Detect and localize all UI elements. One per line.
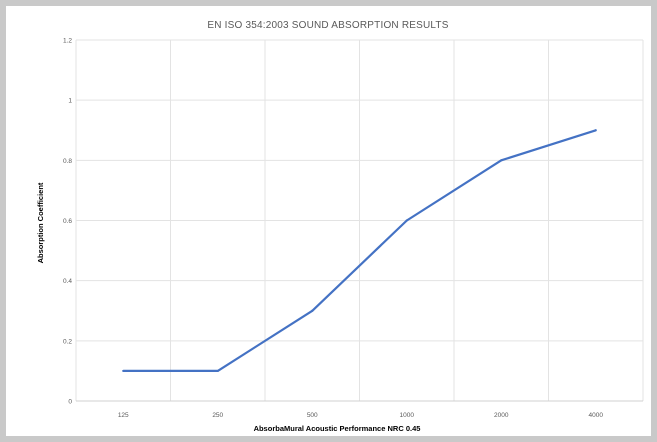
data-point [405, 219, 408, 222]
y-tick-label: 0.2 [63, 338, 72, 345]
y-tick-label: 1 [68, 98, 72, 105]
x-tick-label: 125 [118, 412, 129, 419]
x-tick-label: 2000 [494, 412, 509, 419]
y-tick-label: 0.6 [63, 218, 72, 225]
gridlines [75, 39, 644, 402]
chart-frame: EN ISO 354:2003 SOUND ABSORPTION RESULTS… [6, 6, 651, 436]
data-point [594, 129, 597, 132]
data-point [500, 159, 503, 162]
series-group [122, 129, 597, 373]
x-tick-labels: 125 250 500 1000 2000 4000 [118, 412, 604, 419]
x-tick-label: 250 [212, 412, 223, 419]
y-tick-labels: 0 0.2 0.4 0.6 0.8 1 1.2 [63, 38, 72, 406]
data-point [311, 309, 314, 312]
series-line [123, 129, 597, 372]
y-axis-label: Absorption Coefficient [36, 182, 45, 263]
data-point [216, 369, 219, 373]
line-chart: EN ISO 354:2003 SOUND ABSORPTION RESULTS… [36, 20, 644, 433]
y-tick-label: 0 [68, 399, 72, 406]
x-tick-label: 500 [307, 412, 318, 419]
y-tick-label: 1.2 [63, 38, 72, 45]
y-tick-label: 0.4 [63, 278, 72, 285]
data-point [122, 369, 125, 373]
x-axis-label: AbsorbaMural Acoustic Performance NRC 0.… [254, 424, 421, 433]
x-tick-label: 1000 [400, 412, 415, 419]
x-tick-label: 4000 [589, 412, 604, 419]
y-tick-label: 0.8 [63, 158, 72, 165]
chart-title: EN ISO 354:2003 SOUND ABSORPTION RESULTS [207, 20, 448, 31]
